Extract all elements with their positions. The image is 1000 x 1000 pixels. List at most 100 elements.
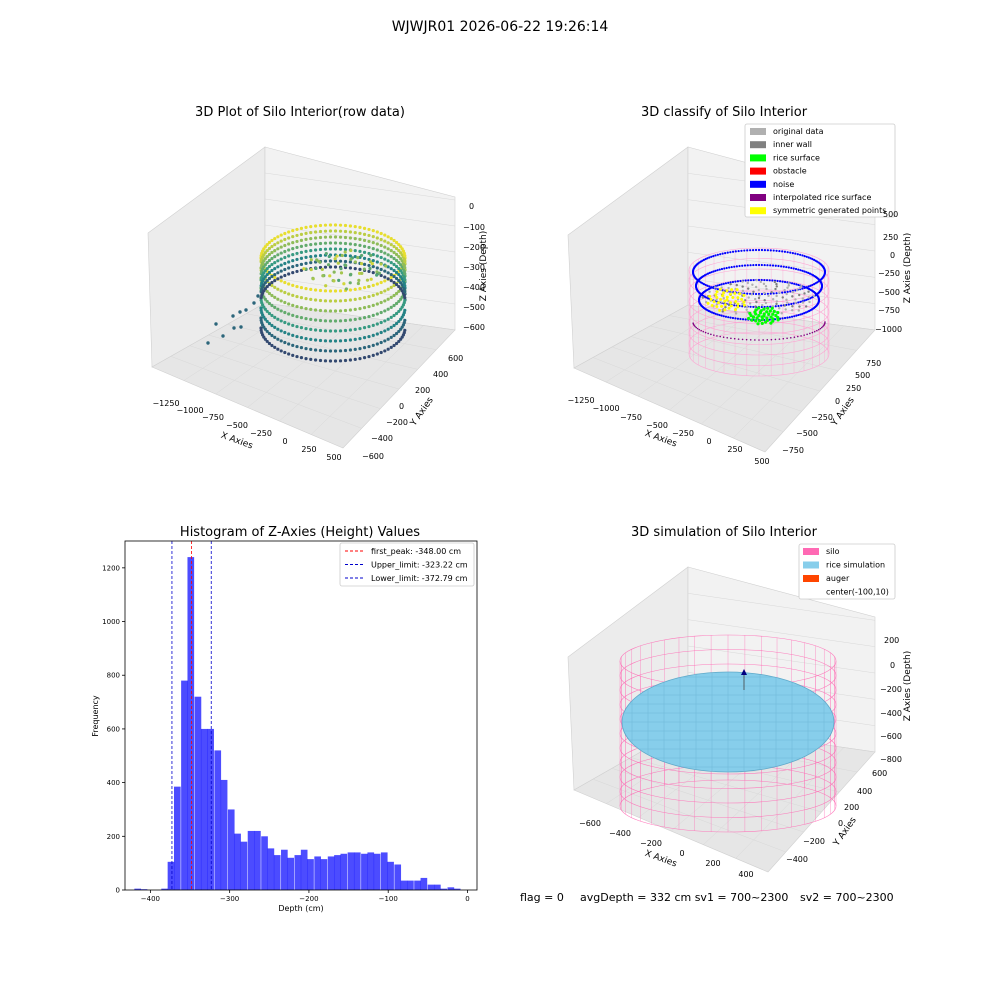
legend-label: symmetric generated points bbox=[773, 206, 886, 215]
raw-point bbox=[348, 338, 353, 342]
noise-point bbox=[702, 258, 706, 261]
raw-point bbox=[273, 255, 277, 259]
raw-point bbox=[276, 297, 280, 301]
raw-point bbox=[348, 242, 353, 246]
simulation-x-tick: −200 bbox=[640, 839, 662, 848]
raw-point bbox=[279, 257, 283, 261]
noise-point bbox=[775, 292, 778, 295]
raw-point bbox=[397, 272, 401, 277]
raw-point bbox=[265, 289, 269, 294]
rice-surface-point bbox=[762, 312, 766, 316]
raw-point bbox=[309, 243, 313, 247]
raw-point bbox=[343, 250, 347, 254]
raw-point bbox=[295, 284, 299, 289]
raw-point bbox=[279, 275, 283, 279]
noise-point bbox=[783, 280, 787, 284]
raw-point bbox=[360, 271, 364, 275]
raw-z-tick: −600 bbox=[463, 323, 485, 332]
auger-marker-icon bbox=[741, 669, 747, 675]
raw-point bbox=[267, 252, 272, 257]
raw-point bbox=[343, 229, 348, 234]
raw-point bbox=[343, 358, 348, 363]
raw-point bbox=[299, 306, 304, 310]
histogram-y-tick: 800 bbox=[107, 672, 120, 680]
histogram-bar bbox=[440, 888, 448, 890]
raw-point bbox=[270, 303, 274, 308]
raw-point bbox=[328, 241, 333, 245]
noise-point bbox=[714, 312, 717, 315]
raw-point bbox=[348, 254, 353, 258]
raw-point bbox=[371, 343, 375, 347]
noise-point bbox=[766, 292, 769, 295]
raw-point bbox=[397, 299, 401, 304]
simulation-z-ticks: 200 0 −200 −400 −600 −800 bbox=[880, 636, 902, 764]
noise-point bbox=[763, 278, 766, 282]
simulation-legend-box bbox=[798, 543, 896, 600]
raw-point bbox=[392, 283, 396, 288]
original-point bbox=[767, 294, 770, 298]
interpolated-point bbox=[730, 337, 732, 340]
raw-point bbox=[389, 279, 393, 283]
noise-point bbox=[737, 249, 740, 253]
raw-point bbox=[304, 237, 308, 242]
legend-label: noise bbox=[773, 180, 794, 189]
noise-point bbox=[752, 263, 755, 267]
raw-point bbox=[263, 257, 267, 261]
raw-point bbox=[383, 319, 387, 323]
raw-point bbox=[348, 358, 353, 362]
legend-label: center(-100,10) bbox=[826, 588, 889, 597]
raw-point bbox=[362, 326, 367, 330]
noise-point bbox=[817, 298, 821, 301]
raw-point bbox=[309, 297, 313, 301]
classify-z-label: Z Axies (Depth) bbox=[903, 233, 913, 304]
raw-point bbox=[379, 249, 383, 254]
raw-point bbox=[299, 336, 304, 340]
raw-point bbox=[362, 226, 367, 230]
original-point bbox=[774, 287, 777, 291]
raw-point bbox=[371, 259, 375, 263]
raw-point bbox=[328, 229, 333, 233]
raw-point bbox=[358, 249, 362, 254]
rice-surface-point bbox=[769, 321, 773, 325]
noise-point bbox=[718, 313, 721, 317]
raw-point bbox=[283, 243, 287, 248]
raw-point bbox=[267, 264, 272, 269]
raw-point bbox=[287, 332, 291, 336]
raw-point bbox=[333, 349, 338, 353]
raw-point bbox=[389, 267, 393, 271]
rice-surface-point bbox=[764, 320, 768, 324]
raw-point bbox=[267, 311, 272, 316]
raw-point bbox=[309, 327, 313, 331]
raw-point bbox=[362, 306, 367, 310]
symmetric-point bbox=[723, 308, 727, 312]
raw-point bbox=[353, 249, 357, 253]
noise-point bbox=[797, 283, 800, 287]
raw-point bbox=[379, 310, 383, 315]
raw-point bbox=[397, 254, 401, 259]
raw-point bbox=[379, 340, 383, 345]
raw-point bbox=[338, 309, 343, 313]
raw-point bbox=[343, 223, 348, 228]
interpolated-point bbox=[819, 327, 822, 330]
status-sv2: sv2 = 700~2300 bbox=[800, 891, 894, 904]
raw-point bbox=[394, 331, 399, 336]
raw-point bbox=[283, 310, 287, 315]
raw-point bbox=[383, 339, 387, 343]
raw-point bbox=[259, 318, 263, 322]
raw-point bbox=[304, 356, 308, 361]
raw-point bbox=[371, 247, 375, 251]
raw-point bbox=[338, 247, 343, 251]
raw-point bbox=[386, 247, 390, 251]
raw-point bbox=[359, 253, 364, 258]
original-point bbox=[750, 293, 754, 296]
interpolated-point bbox=[737, 338, 740, 340]
raw-point bbox=[392, 313, 396, 318]
raw-point bbox=[353, 347, 357, 351]
noise-point bbox=[731, 316, 735, 320]
rice-surface-point bbox=[767, 312, 771, 316]
histogram-bar bbox=[347, 852, 355, 890]
noise-point bbox=[708, 271, 711, 275]
original-point bbox=[746, 281, 750, 285]
noise-point bbox=[729, 281, 732, 284]
raw-point bbox=[283, 300, 287, 305]
